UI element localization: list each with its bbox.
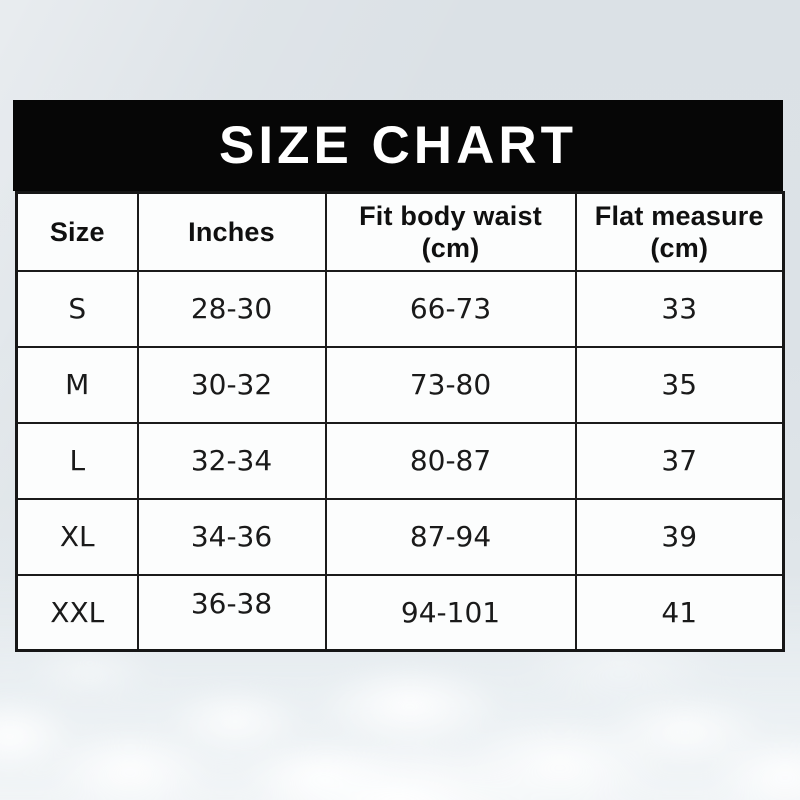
cell-size: XXL: [15, 573, 139, 652]
table-row: XXL 36-38 94-101 41: [15, 573, 785, 652]
cell-flat-measure: 39: [574, 497, 785, 576]
cell-size: M: [15, 345, 139, 424]
size-chart-table: Size Inches Fit body waist (cm) Flat mea…: [15, 191, 785, 652]
cell-flat-measure: 35: [574, 345, 785, 424]
cell-flat-measure: 33: [574, 269, 785, 348]
col-header-fit-body-waist: Fit body waist (cm): [324, 191, 577, 272]
cell-flat-measure: 37: [574, 421, 785, 500]
page-title: SIZE CHART: [219, 116, 577, 175]
col-header-flat-measure: Flat measure (cm): [574, 191, 785, 272]
cell-size: XL: [15, 497, 139, 576]
cell-fit-body-waist: 87-94: [324, 497, 577, 576]
table-row: L 32-34 80-87 37: [15, 421, 785, 500]
cell-inches: 36-38: [136, 573, 327, 652]
col-header-inches: Inches: [136, 191, 327, 272]
cell-inches: 32-34: [136, 421, 327, 500]
cell-size: S: [15, 269, 139, 348]
cell-fit-body-waist: 73-80: [324, 345, 577, 424]
header-row: Size Inches Fit body waist (cm) Flat mea…: [15, 191, 785, 272]
table-row: S 28-30 66-73 33: [15, 269, 785, 348]
table-row: M 30-32 73-80 35: [15, 345, 785, 424]
cell-fit-body-waist: 80-87: [324, 421, 577, 500]
table-row: XL 34-36 87-94 39: [15, 497, 785, 576]
cell-fit-body-waist: 66-73: [324, 269, 577, 348]
cell-inches: 34-36: [136, 497, 327, 576]
cell-fit-body-waist: 94-101: [324, 573, 577, 652]
cell-flat-measure: 41: [574, 573, 785, 652]
col-header-size: Size: [15, 191, 139, 272]
cell-size: L: [15, 421, 139, 500]
cell-inches: 28-30: [136, 269, 327, 348]
cell-inches: 30-32: [136, 345, 327, 424]
title-banner: SIZE CHART: [13, 100, 783, 191]
